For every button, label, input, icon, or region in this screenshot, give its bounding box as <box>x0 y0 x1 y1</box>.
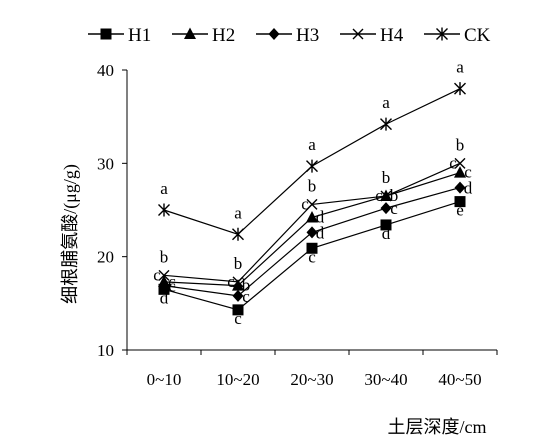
sig-label-h4: c <box>449 153 457 172</box>
sig-label-h1: d <box>160 288 169 307</box>
point-h2 <box>454 166 466 178</box>
point-ck <box>232 227 244 241</box>
point-ck <box>454 82 466 96</box>
x-tick-label: 10~20 <box>216 370 259 389</box>
sig-label-h3: d <box>464 179 473 198</box>
point-h4 <box>380 190 392 202</box>
sig-label-h3: c <box>168 277 176 296</box>
legend-label-h3: H3 <box>296 25 319 46</box>
sig-label-h4: c <box>375 186 383 205</box>
sig-label-h1: e <box>456 201 464 220</box>
legend-item-h1: H1 <box>88 25 151 46</box>
sig-label-b: b <box>234 254 243 273</box>
legend-item-h4: H4 <box>340 25 404 46</box>
legend-item-ck: CK <box>424 25 491 46</box>
legend: H1 H2 H3 H4 CK <box>88 25 491 46</box>
sig-label-h2: b <box>390 186 399 205</box>
point-h3 <box>306 226 318 239</box>
series-layer <box>158 82 466 316</box>
sig-label-h1: d <box>382 224 391 243</box>
legend-marker-h2 <box>184 27 196 39</box>
sig-label-h2: c <box>168 272 176 291</box>
sig-label-h3: d <box>316 223 325 242</box>
y-tick-label: 40 <box>97 61 114 80</box>
point-h4 <box>306 198 318 210</box>
sig-label-h4: c <box>153 265 161 284</box>
sig-label-b: b <box>160 247 169 266</box>
legend-label-h1: H1 <box>128 25 151 46</box>
sig-label-ck: a <box>456 58 464 77</box>
series-ck <box>158 82 466 241</box>
sig-label-ck: a <box>160 179 168 198</box>
x-tick-label: 0~10 <box>147 370 182 389</box>
sig-label-b: b <box>456 135 465 154</box>
point-ck <box>380 117 392 131</box>
sig-label-h3: c <box>242 287 250 306</box>
x-axis-title: 土层深度/cm <box>388 417 487 437</box>
point-h4 <box>158 269 170 281</box>
point-h3 <box>380 202 392 215</box>
y-tick-label: 10 <box>97 341 114 360</box>
sig-label-h4: c <box>301 194 309 213</box>
point-h1 <box>306 242 318 254</box>
point-h4 <box>232 276 244 288</box>
sig-label-h2: c <box>464 163 472 182</box>
series-h4 <box>158 157 466 288</box>
legend-marker-ck <box>436 27 448 41</box>
point-ck <box>158 203 170 217</box>
point-h1 <box>232 304 244 316</box>
point-h3 <box>158 279 170 292</box>
sig-label-h4: c <box>227 272 235 291</box>
x-tick-label: 30~40 <box>364 370 407 389</box>
point-h1 <box>454 196 466 208</box>
legend-marker-h3 <box>268 28 280 40</box>
sig-label-ck: a <box>382 93 390 112</box>
x-tick-label: 40~50 <box>438 370 481 389</box>
axes: 10 20 30 40 0~10 10~20 20~30 30~40 40~50 <box>97 61 498 389</box>
sig-label-ck: a <box>234 203 242 222</box>
x-tick-label: 20~30 <box>290 370 333 389</box>
sig-label-h1: c <box>308 247 316 266</box>
sig-label-h2: d <box>316 207 325 226</box>
legend-label-h4: H4 <box>380 25 404 46</box>
legend-label-h2: H2 <box>212 25 235 46</box>
series-h3 <box>158 181 466 302</box>
sig-label-b: b <box>382 168 391 187</box>
y-tick-label: 30 <box>97 154 114 173</box>
point-h3 <box>232 289 244 302</box>
legend-label-ck: CK <box>464 25 491 46</box>
legend-item-h2: H2 <box>172 25 235 46</box>
sig-label-h2: b <box>242 276 251 295</box>
sig-label-ck: a <box>308 135 316 154</box>
sig-label-h1: c <box>234 309 242 328</box>
point-ck <box>306 159 318 173</box>
point-h2 <box>232 279 244 291</box>
legend-marker-h1 <box>100 28 112 40</box>
y-axis-title: 细根脯氨酸/(μg/g) <box>60 164 81 304</box>
point-h1 <box>380 219 392 231</box>
sig-label-b: b <box>308 176 317 195</box>
legend-item-h3: H3 <box>256 25 319 46</box>
legend-marker-h4 <box>352 28 364 40</box>
point-h3 <box>454 181 466 194</box>
y-tick-label: 20 <box>97 248 114 267</box>
point-h2 <box>306 210 318 223</box>
point-h4 <box>454 157 466 169</box>
sig-label-h3: c <box>390 199 398 218</box>
